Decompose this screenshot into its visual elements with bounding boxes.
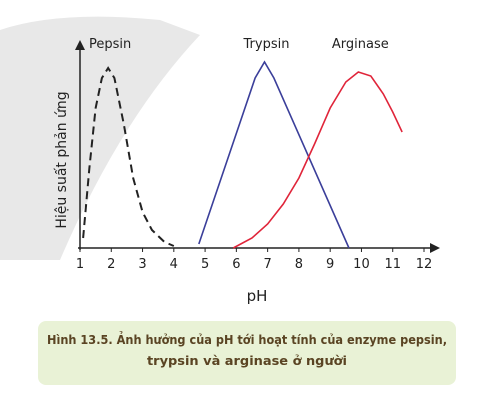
y-axis-arrow: [75, 40, 85, 50]
caption-box: [38, 321, 456, 385]
x-axis-arrow: [430, 243, 440, 253]
y-axis-label: Hiệu suất phản ứng: [54, 91, 70, 228]
x-tick-label: 4: [170, 257, 178, 272]
x-tick-label: 10: [353, 257, 370, 272]
x-tick-label: 12: [416, 257, 433, 272]
series-label: Arginase: [332, 37, 389, 52]
x-tick-label: 1: [76, 257, 84, 272]
x-tick-label: 9: [326, 257, 334, 272]
x-tick-label: 7: [263, 257, 271, 272]
x-tick-label: 5: [201, 257, 209, 272]
series-label: Trypsin: [243, 37, 290, 52]
series-label: Pepsin: [89, 37, 131, 52]
line-series: [82, 66, 175, 247]
caption-line: trypsin và arginase ở người: [147, 354, 347, 368]
x-tick-label: 8: [295, 257, 303, 272]
background-shape: [0, 16, 200, 260]
x-tick-label: 2: [107, 257, 115, 272]
x-tick-label: 6: [232, 257, 240, 272]
caption-line: Hình 13.5. Ảnh hưởng của pH tới hoạt tín…: [47, 331, 447, 347]
x-axis-label: pH: [247, 287, 268, 305]
x-tick-label: 3: [138, 257, 146, 272]
line-series: [198, 60, 350, 249]
x-tick-label: 11: [384, 257, 401, 272]
line-series: [232, 71, 403, 249]
